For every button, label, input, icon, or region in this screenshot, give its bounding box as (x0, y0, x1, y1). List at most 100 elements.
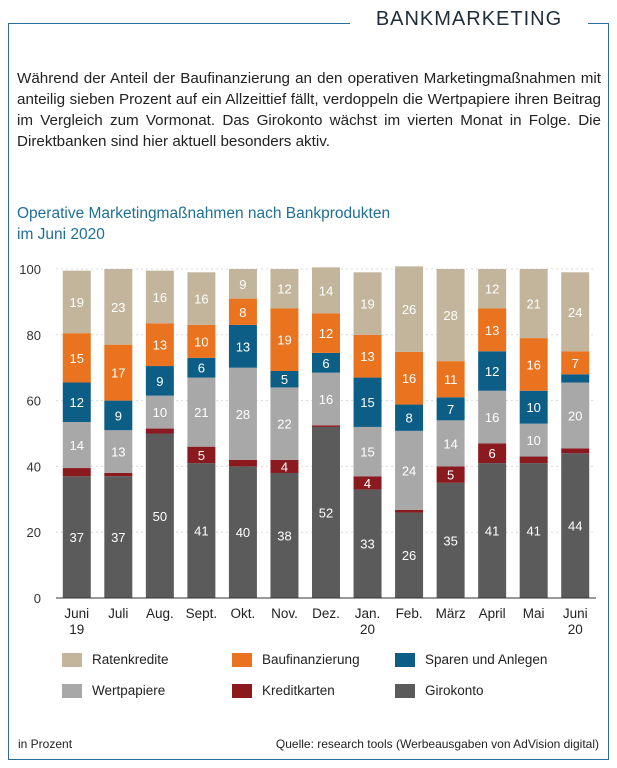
data-label: 14 (443, 436, 457, 451)
data-label: 10 (194, 334, 208, 349)
legend-label: Wertpapiere (92, 683, 166, 698)
data-label: 12 (485, 282, 499, 297)
legend-swatch (62, 652, 82, 667)
frame-bottom-line (8, 759, 609, 760)
x-tick-label: Mai (523, 606, 545, 621)
data-label: 6 (322, 356, 329, 371)
section-header-title: BANKMARKETING (375, 8, 563, 30)
frame-right-line (608, 23, 609, 759)
bar-segment (561, 448, 590, 454)
bar-segment (187, 357, 216, 378)
bar-segment (395, 430, 424, 510)
data-label: 7 (572, 356, 579, 371)
x-tick-label: Feb. (396, 606, 423, 621)
data-label: 41 (485, 524, 499, 539)
data-label: 35 (443, 533, 457, 548)
bar-segment (395, 509, 424, 513)
legend-item: Kreditkarten (232, 683, 335, 698)
data-label: 12 (319, 326, 333, 341)
bar-segment (145, 433, 174, 598)
data-label: 22 (277, 417, 291, 432)
stacked-bar-chart: 0204060801003714121519Juni19371391723Jul… (19, 262, 596, 637)
bar-segment (519, 463, 548, 598)
bar-segment (561, 351, 590, 375)
x-tick-label: 20 (360, 622, 375, 637)
data-label: 9 (115, 408, 122, 423)
bar-segment (312, 425, 340, 427)
bar-segment (104, 344, 133, 401)
chart-title-line-1: Operative Marketingmaßnahmen nach Bankpr… (17, 205, 391, 222)
x-tick-label: 19 (69, 622, 84, 637)
x-tick-label: Aug. (146, 606, 174, 621)
x-tick-label: Juli (108, 606, 128, 621)
data-label: 17 (111, 366, 125, 381)
bar-segment (270, 269, 299, 309)
bar-segment (312, 313, 340, 353)
data-label: 28 (236, 407, 250, 422)
bar-segment (478, 443, 507, 464)
x-tick-label: Okt. (231, 606, 256, 621)
bar-segment (187, 377, 216, 447)
data-label: 16 (319, 392, 333, 407)
bar-segment (478, 390, 507, 444)
x-tick-label: Jan. (355, 606, 381, 621)
data-label: 26 (402, 548, 416, 563)
frame-top-left-line (8, 23, 350, 24)
bar-segment (395, 351, 424, 405)
bar-segment (478, 308, 507, 352)
bar-segment (478, 463, 507, 598)
bar-segment (519, 338, 548, 391)
legend-swatch (395, 683, 415, 698)
legend-swatch (232, 652, 252, 667)
data-label: 12 (70, 395, 84, 410)
bar-segment (62, 333, 91, 383)
data-label: 10 (153, 405, 167, 420)
data-label: 16 (526, 357, 540, 372)
y-tick-label: 20 (27, 525, 41, 540)
chart-title-line-2: im Juni 2020 (17, 226, 105, 243)
data-label: 14 (319, 283, 333, 298)
y-tick-label: 40 (27, 459, 41, 474)
bar-segment (436, 397, 465, 421)
data-label: 38 (277, 528, 291, 543)
bar-segment (104, 269, 133, 345)
bar-segment (312, 267, 340, 314)
data-label: 24 (402, 463, 416, 478)
bar-segment (270, 370, 299, 388)
bar-segment (561, 374, 590, 383)
data-label: 23 (111, 300, 125, 315)
legend-label: Ratenkredite (92, 652, 169, 667)
chart-title: Operative Marketingmaßnahmen nach Bankpr… (17, 203, 517, 245)
bar-segment (145, 428, 174, 434)
bar-segment (228, 367, 257, 460)
bar-segment (353, 426, 382, 477)
bar-segment (436, 420, 465, 467)
data-label: 16 (402, 371, 416, 386)
bar-segment (436, 361, 465, 398)
bar-segment (395, 266, 424, 352)
data-label: 21 (526, 297, 540, 312)
data-label: 37 (111, 530, 125, 545)
legend-label: Sparen und Anlegen (425, 652, 548, 667)
data-label: 8 (239, 305, 246, 320)
bar-segment (478, 351, 507, 391)
bar-segment (104, 430, 133, 473)
legend-label: Kreditkarten (262, 683, 335, 698)
data-label: 13 (236, 339, 250, 354)
data-label: 5 (281, 372, 288, 387)
bar-segment (395, 512, 424, 598)
bar-segment (436, 269, 465, 362)
bar-segment (519, 390, 548, 424)
data-label: 24 (568, 305, 582, 320)
x-tick-label: März (436, 606, 466, 621)
data-label: 15 (360, 445, 374, 460)
data-label: 19 (277, 333, 291, 348)
bar-segment (187, 463, 216, 598)
bar-segment (270, 308, 299, 371)
data-label: 28 (443, 308, 457, 323)
x-tick-label: Sept. (186, 606, 218, 621)
data-label: 33 (360, 537, 374, 552)
bar-segment (187, 272, 216, 325)
legend-item: Sparen und Anlegen (395, 652, 547, 667)
y-tick-label: 100 (19, 262, 41, 277)
